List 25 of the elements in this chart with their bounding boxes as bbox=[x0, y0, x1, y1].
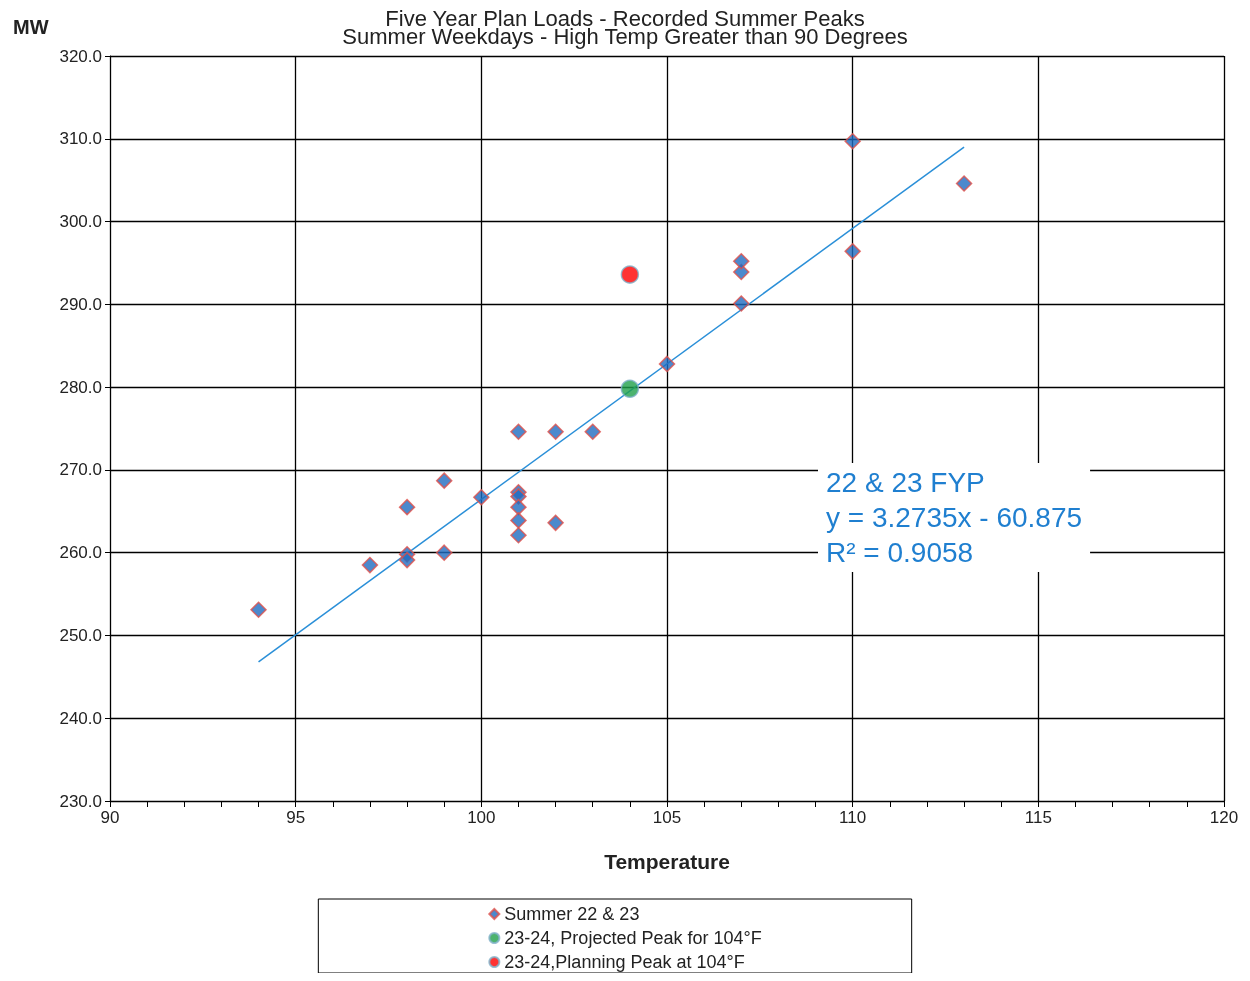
y-tick-label: 280.0 bbox=[59, 377, 102, 397]
annotation: y = 3.2735x - 60.875 bbox=[826, 502, 1083, 533]
x-tick-label: 100 bbox=[467, 808, 496, 827]
y-tick-label: 240.0 bbox=[59, 708, 102, 728]
x-axis-title: Temperature bbox=[604, 850, 730, 873]
y-tick-label: 230.0 bbox=[59, 791, 102, 811]
annotation: R² = 0.9058 bbox=[826, 537, 974, 568]
y-tick-label: 250.0 bbox=[59, 625, 102, 645]
y-tick-label: 260.0 bbox=[59, 543, 102, 563]
y-tick-label: 320.0 bbox=[59, 46, 102, 66]
legend-label: Summer 22 & 23 bbox=[504, 904, 640, 924]
x-tick-label: 90 bbox=[100, 808, 120, 827]
x-tick-label: 110 bbox=[839, 808, 867, 827]
legend-label: 23-24,Planning Peak at 104°F bbox=[504, 952, 745, 972]
x-tick-label: 120 bbox=[1209, 808, 1239, 827]
legend-label: 23-24, Projected Peak for 104°F bbox=[504, 928, 762, 948]
x-tick-label: 95 bbox=[286, 808, 306, 827]
y-tick-label: 270.0 bbox=[59, 460, 102, 480]
x-tick-label: 105 bbox=[652, 808, 682, 827]
x-tick-label: 115 bbox=[1024, 808, 1052, 827]
y-axis-title: MW bbox=[13, 16, 49, 38]
y-tick-label: 290.0 bbox=[59, 294, 102, 314]
y-tick-label: 310.0 bbox=[59, 129, 102, 149]
annotation: 22 & 23 FYP bbox=[826, 467, 985, 498]
y-tick-label: 300.0 bbox=[59, 212, 102, 232]
